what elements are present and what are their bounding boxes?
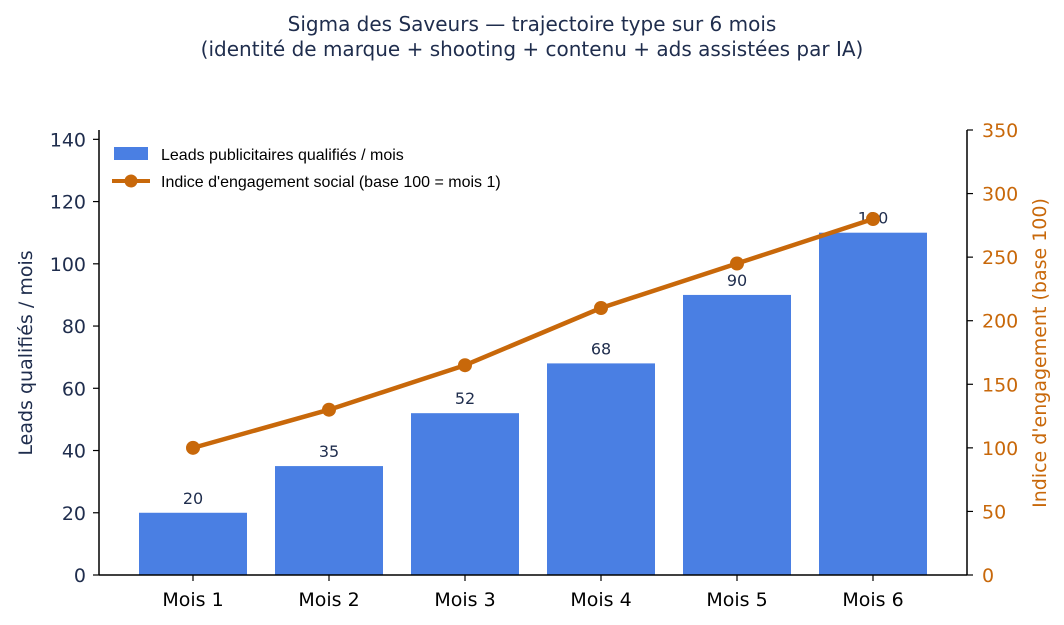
left-tick-label-1: 20 xyxy=(62,503,86,525)
right-y-ticks: 0 50 100 150 200 250 300 350 xyxy=(967,120,1018,587)
x-tick-label-5: Mois 5 xyxy=(706,589,767,611)
right-tick-label-5: 250 xyxy=(982,247,1018,269)
bar-value-label-4: 68 xyxy=(591,339,611,358)
right-tick-label-1: 50 xyxy=(982,501,1006,523)
x-tick-label-1: Mois 1 xyxy=(162,589,223,611)
line-point-2 xyxy=(322,402,336,417)
left-tick-label-4: 80 xyxy=(62,316,86,338)
right-tick-label-7: 350 xyxy=(982,120,1018,142)
left-tick-label-6: 120 xyxy=(50,192,86,214)
left-tick-label-3: 60 xyxy=(62,378,86,400)
bar-value-label-3: 52 xyxy=(455,389,475,408)
bar-value-label-2: 35 xyxy=(319,442,339,461)
line-point-6 xyxy=(866,212,880,226)
x-tick-label-6: Mois 6 xyxy=(842,589,903,611)
chart-title: Sigma des Saveurs — trajectoire type sur… xyxy=(288,12,777,36)
bar-2 xyxy=(275,466,383,575)
line-point-1 xyxy=(186,440,200,455)
bar-value-label-1: 20 xyxy=(183,489,203,508)
bar-4 xyxy=(547,363,655,575)
x-tick-label-4: Mois 4 xyxy=(570,589,631,611)
bar-1 xyxy=(139,512,247,575)
left-tick-label-0: 0 xyxy=(74,565,86,587)
right-tick-label-6: 300 xyxy=(982,184,1018,206)
left-y-ticks: 0 20 40 60 80 100 120 140 xyxy=(50,129,99,587)
right-tick-label-2: 100 xyxy=(982,438,1018,460)
legend-bar-swatch xyxy=(114,147,148,160)
right-tick-label-4: 200 xyxy=(982,311,1018,333)
legend: Leads publicitaires qualifiés / mois Ind… xyxy=(112,147,501,191)
left-tick-label-5: 100 xyxy=(50,254,86,276)
legend-bar-label: Leads publicitaires qualifiés / mois xyxy=(161,147,404,164)
line-point-4 xyxy=(594,301,608,315)
engagement-line xyxy=(190,216,876,451)
x-tick-label-2: Mois 2 xyxy=(298,589,359,611)
x-ticks: Mois 1 Mois 2 Mois 3 Mois 4 Mois 5 Mois 6 xyxy=(162,575,904,611)
y-axis-label-right: Indice d'engagement (base 100) xyxy=(1029,198,1051,508)
legend-line-label: Indice d'engagement social (base 100 = m… xyxy=(161,174,501,191)
line-point-3 xyxy=(458,358,472,373)
y-axis-label-left: Leads qualifiés / mois xyxy=(15,250,37,455)
left-tick-label-7: 140 xyxy=(50,129,86,151)
chart-subtitle: (identité de marque + shooting + contenu… xyxy=(201,37,864,61)
legend-line-marker xyxy=(124,174,138,188)
x-tick-label-3: Mois 3 xyxy=(434,589,495,611)
right-tick-label-3: 150 xyxy=(982,374,1018,396)
bar-3 xyxy=(411,413,519,575)
right-tick-label-0: 0 xyxy=(982,565,994,587)
line-series xyxy=(186,212,880,455)
line-point-5 xyxy=(730,256,744,271)
left-tick-label-2: 40 xyxy=(62,441,86,463)
bar-6 xyxy=(819,232,927,575)
bar-5 xyxy=(683,294,791,575)
bar-series xyxy=(139,232,927,575)
bar-value-label-5: 90 xyxy=(727,271,747,290)
